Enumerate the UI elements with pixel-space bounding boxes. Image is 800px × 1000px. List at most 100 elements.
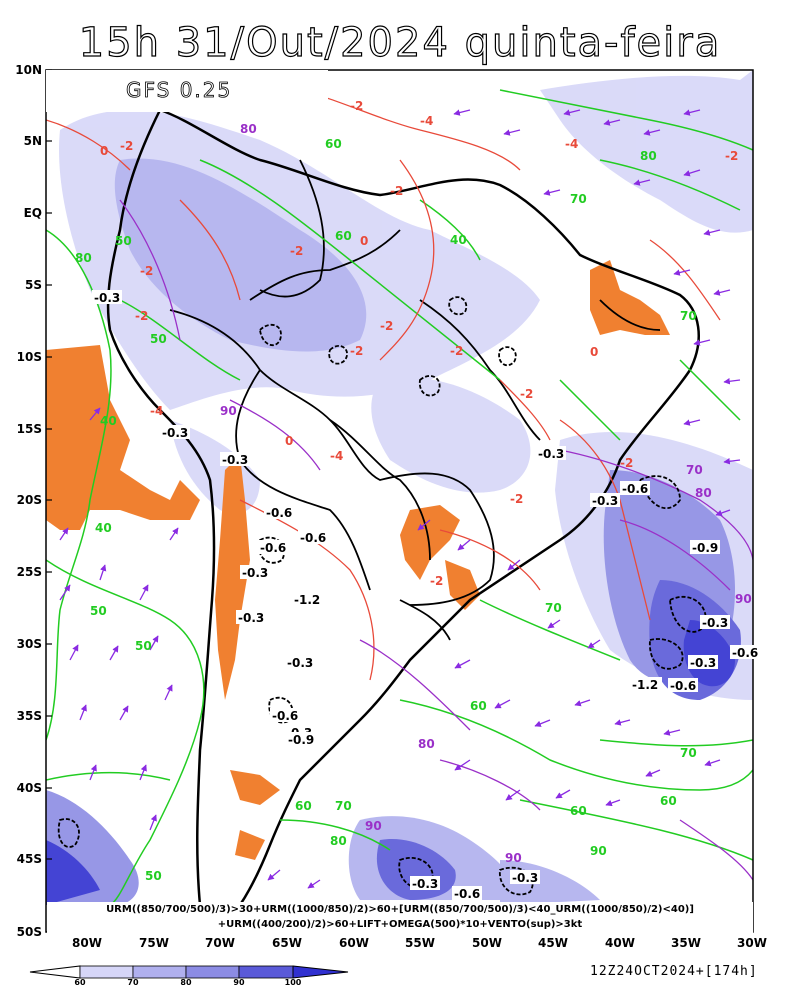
urm-label: 50 [115,234,132,248]
urm-label: 50 [145,869,162,883]
omega-label: -0.6 [272,709,298,723]
omega-label: -0.9 [692,541,718,555]
urm-label: 60 [660,794,677,808]
lat-label: EQ [23,206,42,220]
lon-label: 80W [72,936,102,950]
field-legend: URM((850/700/500)/3)>30+URM((1000/850)/2… [47,902,753,934]
urm-label: 80 [640,149,657,163]
run-info: 12Z24OCT2024+[174h] [590,964,758,979]
lift-label: -2 [450,344,463,358]
lift-label: -2 [350,344,363,358]
colorbar-tick: 100 [284,978,302,987]
chart-title: 15h 31/Out/2024 quinta-feira [78,19,722,66]
lift-label: 0 [285,434,293,448]
model-label: GFS 0.25 [126,78,233,103]
omega-label: -0.3 [287,656,313,670]
omega-label: -0.3 [162,426,188,440]
lon-label: 30W [737,936,767,950]
lon-label: 50W [472,936,502,950]
urm-label: 60 [325,137,342,151]
omega-label: -0.3 [412,877,438,891]
lat-label: 15S [16,422,42,436]
humidity-label: 70 [686,463,703,477]
lon-label: 55W [405,936,435,950]
omega-label: -0.6 [454,887,480,901]
lat-label: 45S [16,852,42,866]
humidity-label: 80 [418,737,435,751]
lift-label: -2 [350,99,363,113]
coastlines [106,108,700,906]
urm-label: 50 [135,639,152,653]
wind-vectors [59,109,741,889]
colorbar-tick: 80 [180,978,192,987]
omega-label: -1.2 [294,593,320,607]
legend-line-1: URM((850/700/500)/3)>30+URM((1000/850)/2… [106,904,694,915]
lon-label: 35W [671,936,701,950]
omega-label: -0.3 [538,447,564,461]
humidity-label: 80 [695,486,712,500]
urm-label: 60 [335,229,352,243]
lift-label: 0 [360,234,368,248]
urm-label: 70 [335,799,352,813]
lift-label: -4 [565,137,578,151]
humidity-label: 90 [505,851,522,865]
urm-label: 60 [295,799,312,813]
lat-label: 5N [23,134,42,148]
lift-label: -4 [330,449,343,463]
urm-label: 70 [680,746,697,760]
lat-label: 5S [25,278,42,292]
omega-label: -0.6 [622,482,648,496]
omega-label: -0.3 [242,566,268,580]
omega-label: -0.6 [300,531,326,545]
omega-label: -1.2 [632,678,658,692]
lat-label: 10N [15,63,42,77]
lift-label: -2 [510,492,523,506]
lift-label: -2 [120,139,133,153]
lon-label: 40W [605,936,635,950]
lift-label: -2 [135,309,148,323]
omega-label: -0.3 [238,611,264,625]
colorbar [29,965,349,979]
urm-label: 40 [100,414,117,428]
lift-label: 0 [590,345,598,359]
humidity-label: 90 [735,592,752,606]
colorbar-tick: 90 [233,978,245,987]
omega-label: -0.3 [702,616,728,630]
urm-label: 60 [570,804,587,818]
lift-label: -2 [725,149,738,163]
lat-label: 10S [16,350,42,364]
contour-label-layer: -2 -4 0 -2 -2 -4 0 -2 -2 -2 -4 0 -2 -2 -… [75,99,758,901]
urm-label: 80 [75,251,92,265]
colorbar-tick: 60 [74,978,86,987]
omega-label: -0.6 [732,646,758,660]
omega-label: -0.3 [690,656,716,670]
lift-label: -4 [420,114,433,128]
omega-label: -0.3 [94,291,120,305]
country-borders [169,159,661,641]
lift-label: 0 [100,144,108,158]
omega-label: -0.3 [512,871,538,885]
lat-label: 40S [16,781,42,795]
lift-label: -2 [290,244,303,258]
lat-label: 25S [16,565,42,579]
urm-label: 90 [590,844,607,858]
lon-label: 70W [205,936,235,950]
omega-label: -0.6 [670,679,696,693]
urm-label: 70 [570,192,587,206]
urm-label: 80 [240,122,257,136]
urm-label: 70 [680,309,697,323]
urm-label: 80 [330,834,347,848]
omega-label: -0.6 [260,541,286,555]
lon-label: 45W [538,936,568,950]
urm-label: 50 [150,332,167,346]
model-label-box [46,70,328,112]
lat-label: 30S [16,637,42,651]
lift-shading [46,260,670,860]
omega-labels: -0.3 -0.3 -0.6 -0.3 -0.6 -0.9 -0.3 -0.6 … [92,290,758,901]
legend-line-2: +URM((400/200)/2)>60+LIFT+OMEGA(500)*10+… [217,919,583,930]
humidity-label: 90 [220,404,237,418]
lift-label: -4 [150,404,163,418]
lat-label: 35S [16,709,42,723]
lon-label: 65W [272,936,302,950]
